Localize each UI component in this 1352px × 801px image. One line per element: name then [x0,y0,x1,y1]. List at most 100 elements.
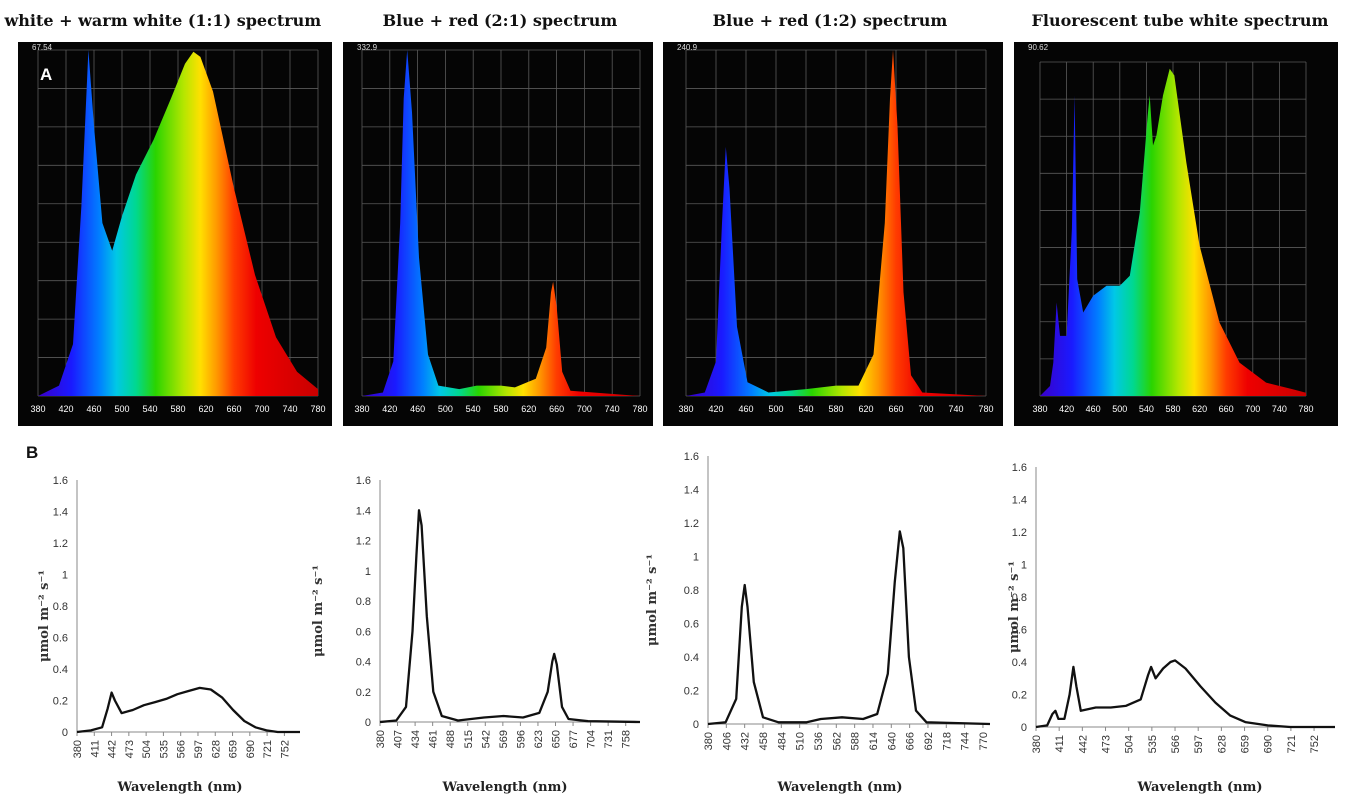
y-tick-label: 1.2 [356,536,371,548]
spectrum-panel-b-1: 0 0.2 0.4 0.6 0.8 1 1.2 1.4 1.6 380 411 442 473 504 53… [37,475,300,795]
x-tick-label: 628 [210,740,222,758]
y-tick-label: 0.8 [1012,592,1027,604]
y-axis-label: μmol m⁻² s⁻¹ [1007,561,1022,653]
x-tick-label: 620 [1192,404,1207,414]
x-tick-label: 700 [1245,404,1260,414]
x-tick-label: 677 [568,730,580,748]
y-tick-label: 0.8 [53,601,68,613]
x-tick-label: 380 [375,730,387,748]
x-tick-label: 770 [978,732,990,750]
x-tick-label: 620 [198,404,213,414]
x-tick-label: 718 [941,732,953,750]
x-tick-label: 473 [1101,735,1113,753]
y-tick-label: 1.2 [1012,527,1027,539]
x-tick-label: 432 [740,732,752,750]
x-tick-label: 460 [1086,404,1101,414]
y-axis-label: μmol m⁻² s⁻¹ [37,570,52,662]
y-tick-label: 1.4 [53,507,68,519]
x-tick-label: 660 [1219,404,1234,414]
x-tick-label: 380 [354,404,369,414]
x-tick-label: 380 [1031,735,1043,753]
x-tick-label: 659 [1240,735,1252,753]
chart-title: Blue + red (2:1) spectrum [383,11,618,30]
x-tick-label: 623 [533,730,545,748]
x-tick-label: 690 [245,740,257,758]
spectrum-line [1035,659,1335,729]
y-tick-label: 0.4 [1012,657,1027,669]
y-tick-label: 1.2 [53,538,68,550]
y-tick-label: 0.6 [356,626,371,638]
x-tick-label: 700 [254,404,269,414]
y-tick-label: 1.4 [684,485,699,497]
y-tick-label: 0.4 [684,652,699,664]
x-tick-label: 660 [888,404,903,414]
spectrum-panel-b-4: 0 0.2 0.4 0.6 0.8 1 1.2 1.4 1.6 380 411 442 473 504 53… [1007,462,1335,795]
x-tick-label: 540 [798,404,813,414]
chart-title: Fluorescent tube white spectrum [1032,11,1329,30]
spectrum-area [38,50,318,396]
panel-label-b: B [26,443,38,462]
y-tick-label: 1.2 [684,518,699,530]
x-tick-label: 700 [577,404,592,414]
x-tick-label: 542 [480,730,492,748]
x-tick-label: 510 [795,732,807,750]
x-tick-label: 614 [868,732,880,750]
y-tick-label: 0.2 [53,696,68,708]
x-tick-label: 721 [262,740,274,758]
x-tick-label: 597 [193,740,205,758]
y-tick-label: 1.6 [356,475,371,487]
x-tick-label: 628 [1216,735,1228,753]
y-tick-label: 1.6 [684,451,699,463]
spectrum-area [1040,68,1306,396]
x-tick-label: 442 [1077,735,1089,753]
x-tick-label: 420 [708,404,723,414]
x-tick-label: 566 [1170,735,1182,753]
x-tick-label: 484 [776,732,788,750]
x-tick-label: 580 [170,404,185,414]
x-axis-label: Wavelength (nm) [117,780,243,795]
x-tick-label: 780 [978,404,993,414]
x-tick-label: 504 [141,740,153,758]
x-tick-label: 411 [89,740,101,758]
panel-label-a: A [40,65,52,84]
x-axis-label: Wavelength (nm) [1137,780,1263,795]
max-value-label: 240.9 [677,43,698,52]
x-tick-label: 535 [158,740,170,758]
x-tick-label: 460 [86,404,101,414]
x-tick-label: 580 [493,404,508,414]
spectrum-area [686,50,986,396]
spectrum-panel-a-3: Blue + red (1:2) spectrum 240.9 380 420 460 5… [663,11,1003,426]
x-tick-label: 740 [282,404,297,414]
y-tick-label: 1.4 [1012,495,1027,507]
spectrum-panel-b-3: 0 0.2 0.4 0.6 0.8 1 1.2 1.4 1.6 380 406 432 458 484 51… [645,451,991,795]
y-axis-label: μmol m⁻² s⁻¹ [645,554,660,646]
y-tick-label: 0 [62,727,68,739]
x-tick-label: 540 [142,404,157,414]
x-tick-label: 700 [918,404,933,414]
x-tick-label: 540 [1139,404,1154,414]
x-tick-label: 580 [828,404,843,414]
max-value-label: 67.54 [32,43,53,52]
spectrum-panel-b-2: 0 0.2 0.4 0.6 0.8 1 1.2 1.4 1.6 380 407 434 461 488 51… [311,475,641,795]
x-axis-label: Wavelength (nm) [442,780,568,795]
spectrum-line [76,686,300,734]
x-tick-label: 650 [551,730,563,748]
x-tick-label: 721 [1286,735,1298,753]
x-axis-label: Wavelength (nm) [777,780,903,795]
x-tick-label: 569 [498,730,510,748]
y-tick-label: 0.8 [356,596,371,608]
x-tick-label: 780 [310,404,325,414]
x-tick-label: 380 [30,404,45,414]
x-tick-label: 704 [586,730,598,748]
x-tick-label: 780 [1298,404,1313,414]
x-tick-label: 740 [605,404,620,414]
x-tick-label: 504 [1124,735,1136,753]
y-tick-label: 1 [1021,560,1027,572]
x-tick-label: 434 [410,730,422,748]
y-tick-label: 0.6 [1012,625,1027,637]
y-tick-label: 0.4 [356,657,371,669]
x-tick-label: 660 [226,404,241,414]
y-tick-label: 1.6 [1012,462,1027,474]
y-tick-label: 0 [693,719,699,731]
